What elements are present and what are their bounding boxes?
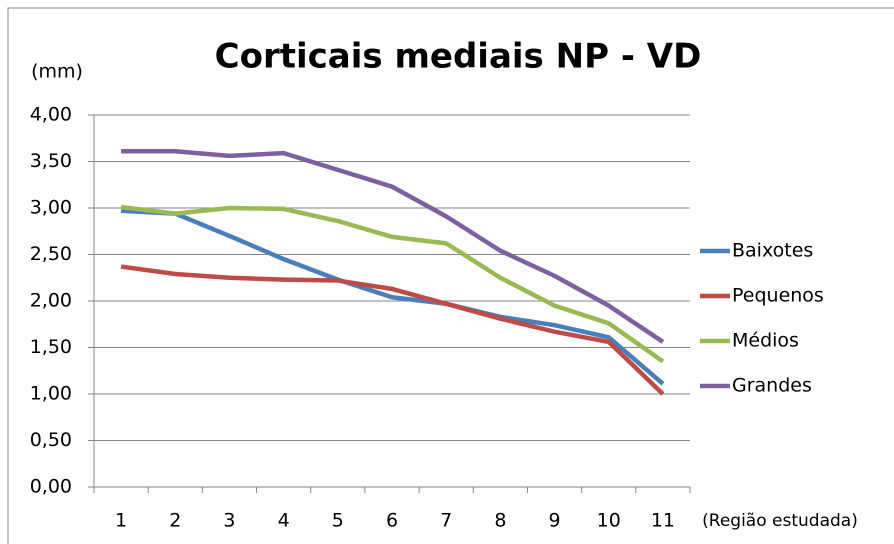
x-tick-label: 1	[115, 510, 127, 532]
y-tick-label: 3,50	[30, 150, 72, 172]
x-tick-label: 2	[169, 510, 181, 532]
x-tick-label: 10	[597, 510, 621, 532]
chart-title: Corticais mediais NP - VD	[215, 37, 702, 77]
x-tick-label: 11	[651, 510, 675, 532]
x-tick-label: 6	[386, 510, 398, 532]
y-tick-label: 3,00	[30, 197, 72, 219]
x-tick-label: 8	[494, 510, 506, 532]
y-tick-label: 2,00	[30, 290, 72, 312]
chart-border	[7, 7, 894, 544]
y-tick-label: 2,50	[30, 243, 72, 265]
x-tick-label: 9	[548, 510, 560, 532]
series-line	[121, 149, 665, 344]
x-axis-label: (Região estudada)	[702, 511, 858, 531]
x-tick-label: 7	[440, 510, 452, 532]
y-tick-label: 0,00	[30, 476, 72, 498]
legend-label: Grandes	[732, 375, 812, 397]
series-line	[120, 208, 665, 386]
series-line	[120, 264, 665, 396]
y-axis-label: (mm)	[31, 61, 83, 83]
legend-label: Baixotes	[732, 240, 813, 262]
x-tick-label: 5	[332, 510, 344, 532]
legend-label: Médios	[732, 330, 799, 352]
y-tick-label: 0,50	[30, 429, 72, 451]
y-tick-label: 1,50	[30, 336, 72, 358]
y-tick-label: 4,00	[30, 104, 72, 126]
series-line	[120, 204, 665, 364]
x-tick-label: 3	[223, 510, 235, 532]
x-tick-label: 4	[278, 510, 290, 532]
y-tick-label: 1,00	[30, 383, 72, 405]
legend-label: Pequenos	[732, 285, 824, 307]
